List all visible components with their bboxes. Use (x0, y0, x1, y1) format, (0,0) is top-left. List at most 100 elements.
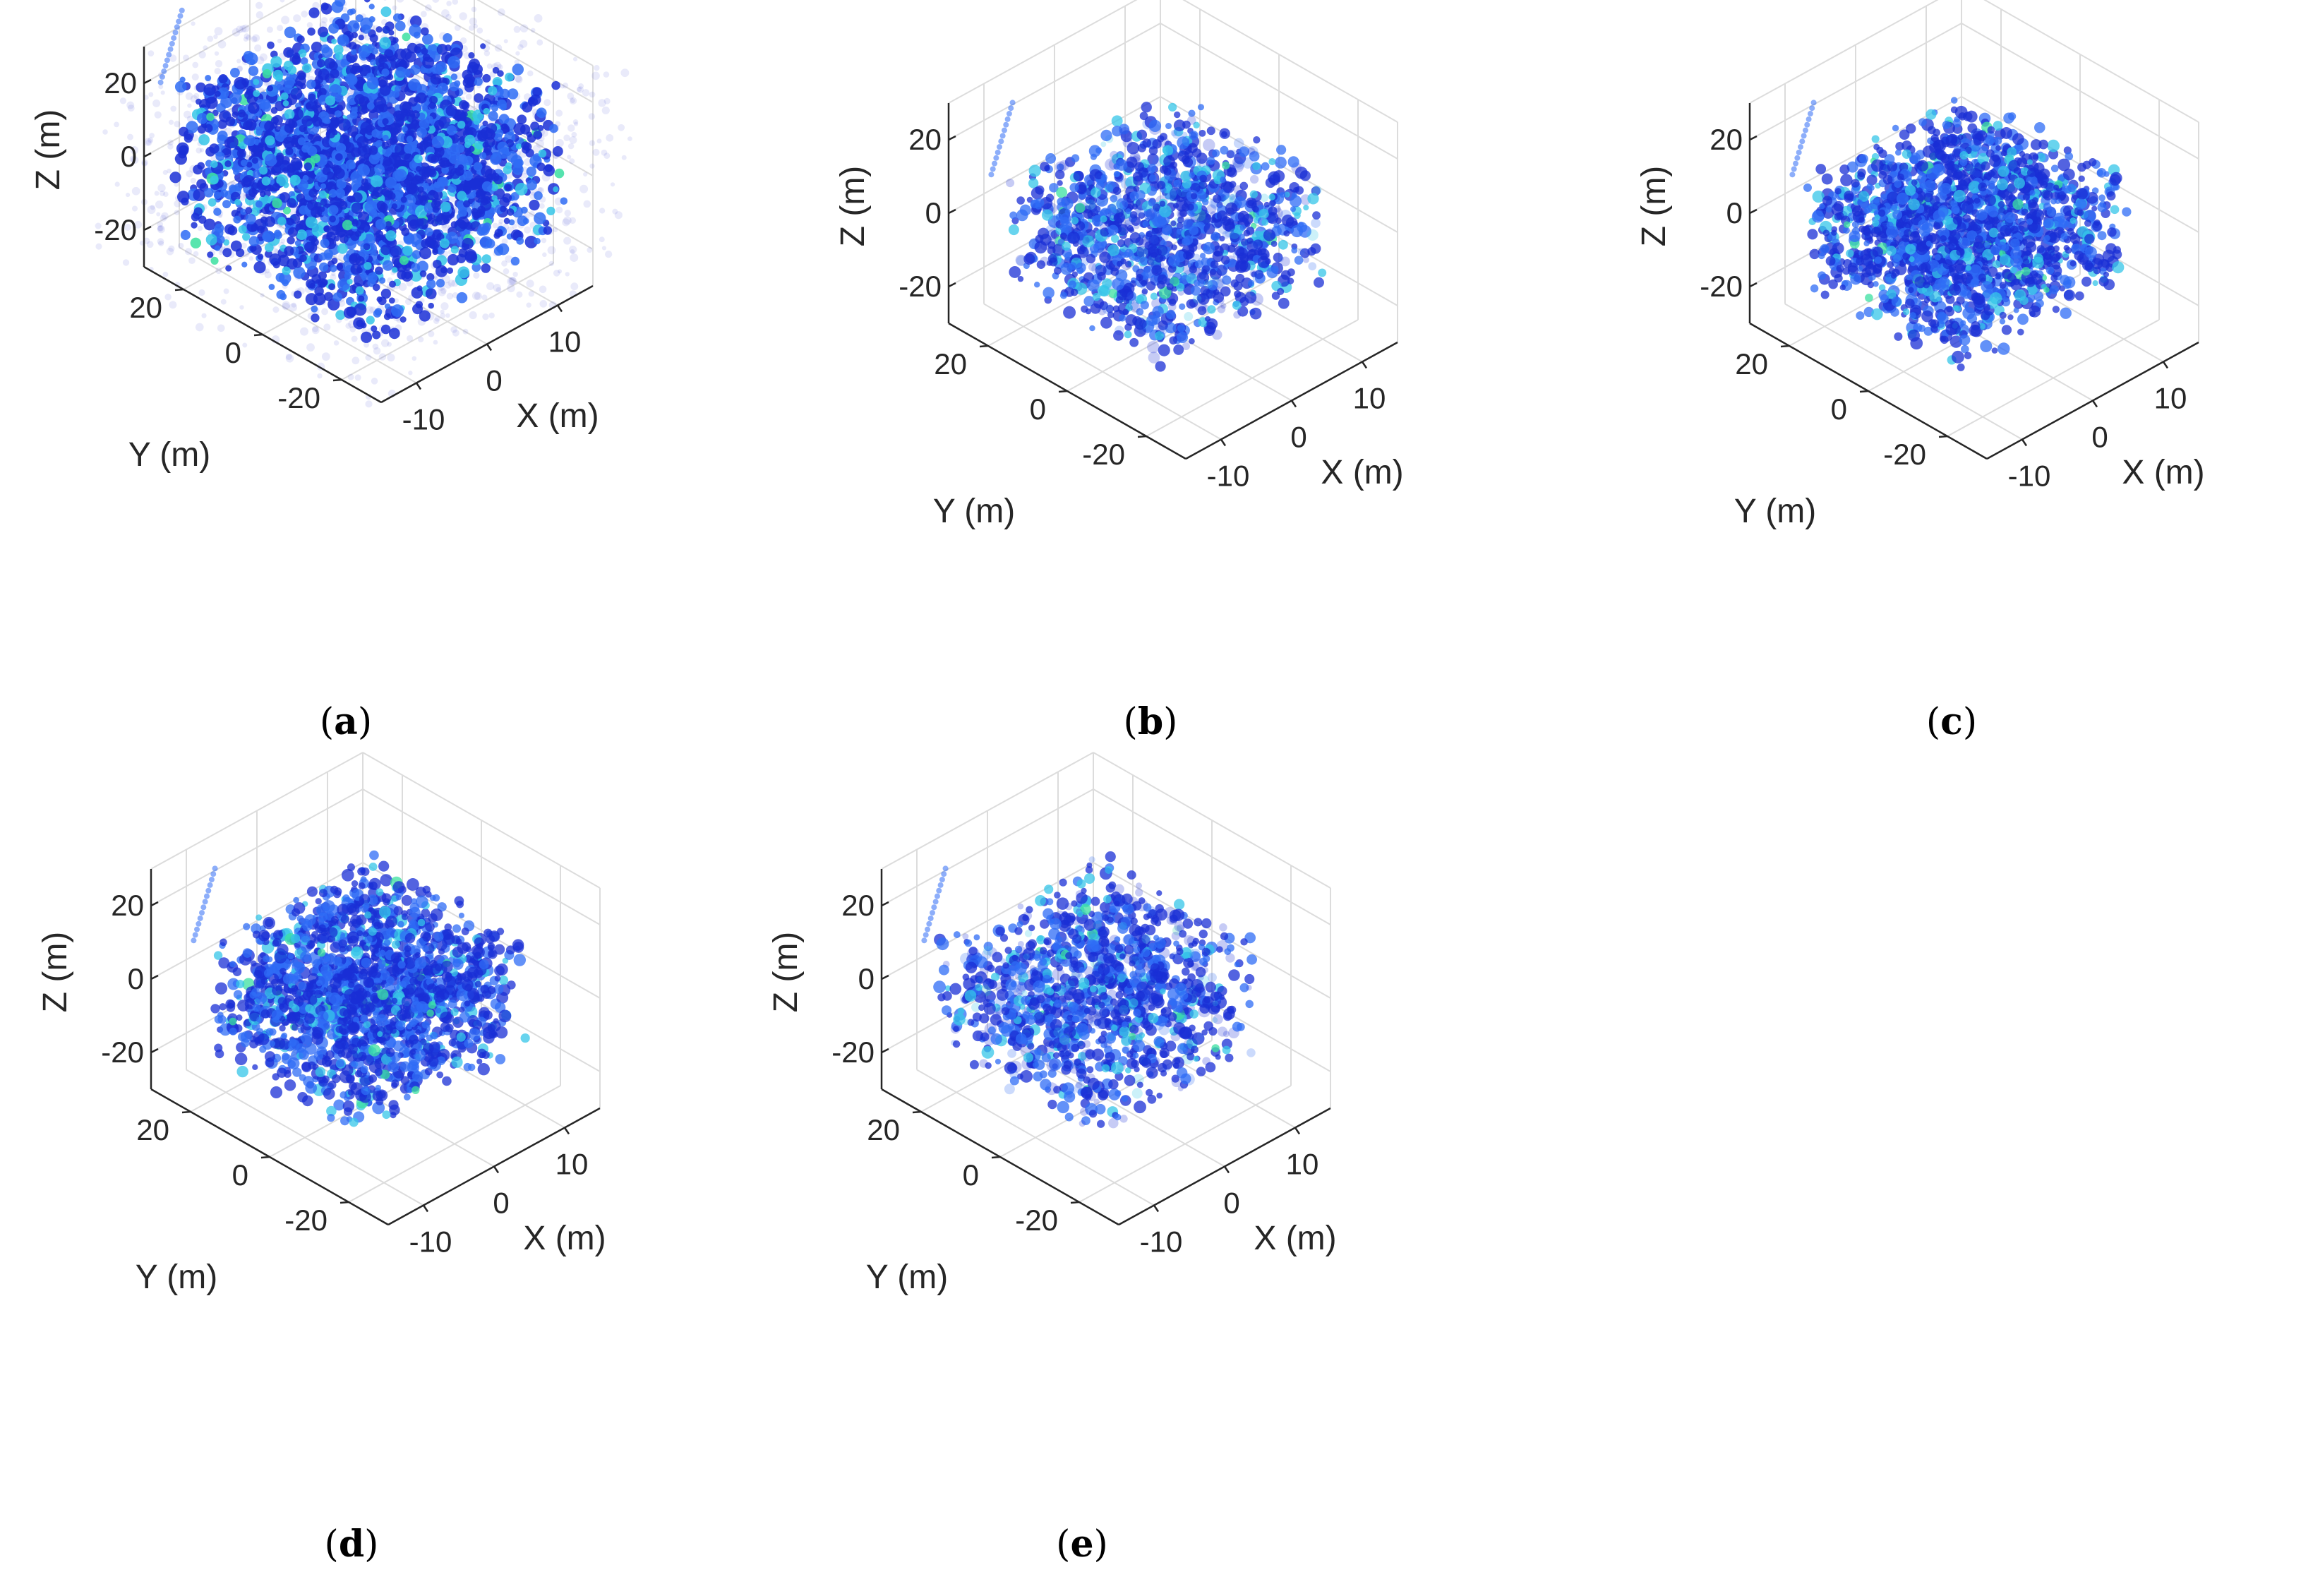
cloud-point (294, 290, 302, 299)
haze-point (541, 237, 547, 244)
cloud-point (421, 33, 433, 45)
haze-point (601, 246, 606, 251)
cloud-point (157, 79, 164, 85)
haze-point (352, 356, 360, 365)
cloud-point (277, 217, 287, 226)
cloud-point (1057, 180, 1063, 186)
haze-point (131, 186, 140, 196)
haze-point (197, 225, 203, 232)
cloud-point (366, 77, 379, 90)
haze-point (563, 134, 570, 142)
haze-point (372, 343, 379, 350)
haze-point (232, 28, 241, 37)
cloud-point (384, 49, 394, 59)
cloud-point (227, 225, 238, 236)
cloud-point (265, 135, 275, 146)
cloud-point (330, 264, 337, 272)
cloud-point (1220, 145, 1229, 155)
cloud-point (388, 192, 396, 200)
haze-point (536, 139, 544, 148)
cloud-point (450, 246, 459, 254)
cloud-point (529, 199, 540, 211)
haze-point (102, 129, 108, 135)
cloud-point (464, 134, 476, 145)
haze-point (445, 13, 452, 20)
haze-point (271, 248, 279, 256)
cloud-point (356, 136, 369, 148)
cloud-point (206, 112, 215, 121)
cloud-point (290, 157, 303, 170)
haze-point (408, 371, 413, 376)
haze-point (156, 212, 161, 217)
haze-point (289, 303, 297, 312)
cloud-point (1179, 303, 1186, 310)
haze-point (485, 39, 491, 45)
cloud-point (1141, 289, 1148, 296)
cloud-point (446, 125, 457, 136)
cloud-point (237, 109, 246, 118)
cloud-point (391, 203, 398, 210)
cloud-point (305, 216, 318, 229)
cloud-point (395, 20, 406, 32)
cloud-point (296, 193, 305, 203)
haze-point (505, 255, 513, 263)
cloud-point (388, 30, 395, 36)
cloud-point (409, 24, 421, 37)
cloud-point (497, 141, 508, 152)
cloud-point (431, 155, 440, 163)
cloud-point (248, 236, 260, 246)
cloud-point (169, 172, 181, 184)
cloud-point (241, 261, 248, 268)
haze-point (129, 155, 136, 162)
cloud-point (210, 175, 219, 185)
cloud-point (395, 66, 407, 78)
cloud-point (1278, 239, 1288, 250)
cloud-point (456, 292, 468, 304)
cloud-point (419, 246, 432, 260)
haze-point (246, 35, 252, 41)
cloud-point (1203, 138, 1215, 152)
cloud-point (323, 117, 330, 124)
cloud-point (1068, 280, 1076, 289)
haze-point (218, 250, 224, 256)
haze-point (481, 294, 488, 301)
haze-point (169, 301, 177, 309)
cloud-point (329, 84, 342, 97)
cloud-point (503, 217, 510, 224)
haze-point (148, 137, 154, 143)
cloud-point (198, 134, 210, 145)
cloud-point (1033, 282, 1040, 288)
cloud-point (283, 47, 294, 58)
cloud-point (482, 73, 491, 83)
cloud-point (476, 227, 486, 236)
haze-point (265, 268, 270, 274)
cloud-point (1299, 170, 1311, 181)
haze-point (321, 352, 330, 361)
haze-point (272, 306, 280, 313)
haze-point (588, 113, 596, 120)
cloud-point (382, 260, 394, 271)
cloud-point (459, 174, 466, 181)
cloud-point (1148, 352, 1160, 364)
cloud-point (236, 148, 246, 158)
cloud-point (280, 293, 287, 301)
cloud-point (1221, 272, 1227, 278)
cloud-point (217, 235, 225, 244)
haze-point (203, 45, 208, 51)
haze-point (514, 59, 519, 65)
cloud-point (443, 211, 450, 219)
haze-point (562, 83, 569, 89)
cloud-point (351, 32, 358, 39)
cloud-point (1114, 171, 1120, 177)
haze-point (199, 148, 205, 152)
cloud-point (1150, 292, 1158, 300)
cloud-point (320, 183, 327, 189)
haze-point (193, 92, 200, 100)
x-tick-label: 0 (486, 364, 502, 397)
cloud-point (220, 189, 229, 198)
cloud-point (388, 297, 395, 304)
cloud-point (374, 308, 383, 316)
cloud-point (222, 248, 232, 258)
haze-point (158, 84, 164, 90)
cloud-point (1069, 183, 1079, 193)
